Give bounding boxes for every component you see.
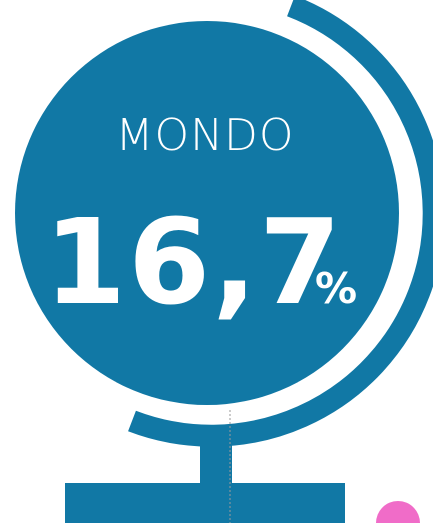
globe-meridian-arc [128,0,433,447]
pink-dot [376,501,420,523]
globe-body [15,21,399,405]
globe-stand-neck [200,430,232,488]
region-label: MONDO [115,110,294,161]
globe-stand-base [65,483,345,523]
unit-text: % [315,264,357,313]
value-text: 16,7 [44,193,343,331]
